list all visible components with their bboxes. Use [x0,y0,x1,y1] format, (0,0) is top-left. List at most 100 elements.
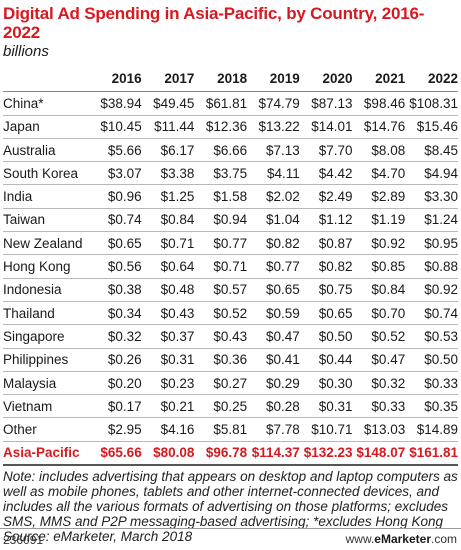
value-cell: $7.78 [247,417,300,442]
data-table: 2016 2017 2018 2019 2020 2021 2022 China* $38.9… [3,67,458,467]
row-label: China* [3,91,89,116]
value-cell: $38.94 [89,91,142,116]
value-cell: $0.84 [352,278,406,302]
value-cell: $87.13 [299,91,353,116]
value-cell: $0.71 [141,231,195,256]
value-cell: $114.37 [247,441,300,467]
header-cell-label [3,67,89,93]
chart-container: Digital Ad Spending in Asia-Pacific, by … [3,0,458,544]
total-row: Asia-Pacific $65.66 $80.08 $96.78 $114.37 $13… [3,441,458,467]
chart-note: Note: includes advertising that appears … [3,469,458,544]
value-cell: $13.22 [247,115,300,139]
value-cell: $0.31 [141,348,195,372]
value-cell: $14.89 [405,417,458,442]
row-label: Australia [3,138,89,163]
value-cell: $0.33 [352,394,406,419]
header-cell-year: 2018 [194,67,248,93]
value-cell: $0.29 [247,371,300,396]
table-body: China* $38.94 $49.45 $61.81 $74.79 $87.13 $98.… [3,91,458,467]
value-cell: $0.43 [194,324,248,349]
value-cell: $8.45 [405,138,458,163]
value-cell: $74.79 [247,91,300,116]
value-cell: $3.75 [194,161,248,186]
value-cell: $4.70 [352,161,406,186]
table-row: Philippines $0.26 $0.31 $0.36 $0.41 $0.44 $0.4… [3,348,458,372]
value-cell: $0.88 [405,254,458,279]
row-label: Vietnam [3,394,89,419]
value-cell: $1.04 [247,208,300,233]
value-cell: $2.95 [89,417,142,442]
value-cell: $0.36 [194,348,248,372]
header-cell-year: 2016 [89,67,142,93]
value-cell: $0.70 [352,301,406,326]
value-cell: $0.47 [352,348,406,372]
row-label: Thailand [3,301,89,326]
value-cell: $0.75 [299,278,353,302]
value-cell: $49.45 [141,91,195,116]
row-label: Japan [3,115,89,139]
value-cell: $4.94 [405,161,458,186]
brand-link[interactable]: www.eMarketer.com [346,532,457,546]
value-cell: $0.32 [352,371,406,396]
value-cell: $0.43 [141,301,195,326]
value-cell: $0.17 [89,394,142,419]
chart-subtitle: billions [3,43,49,60]
value-cell: $2.49 [299,184,353,209]
table-row: Vietnam $0.17 $0.21 $0.25 $0.28 $0.31 $0.33 $0.… [3,394,458,419]
value-cell: $0.34 [89,301,142,326]
value-cell: $0.85 [352,254,406,279]
note-text: Note: includes advertising that appears … [3,469,458,530]
value-cell: $5.81 [194,417,248,442]
value-cell: $0.33 [405,371,458,396]
value-cell: $0.92 [405,278,458,302]
value-cell: $0.64 [141,254,195,279]
brand-prefix: www. [345,532,375,546]
table-row: Indonesia $0.38 $0.48 $0.57 $0.65 $0.75 $0.84 $… [3,278,458,302]
row-label: Other [3,417,89,442]
value-cell: $0.77 [194,231,248,256]
value-cell: $10.71 [299,417,353,442]
value-cell: $0.47 [247,324,300,349]
value-cell: $0.37 [141,324,195,349]
value-cell: $0.50 [299,324,353,349]
table-row: Malaysia $0.20 $0.23 $0.27 $0.29 $0.30 $0.32 $0… [3,371,458,396]
value-cell: $0.82 [299,254,353,279]
table-row: Taiwan $0.74 $0.84 $0.94 $1.04 $1.12 $1.19 $1.2… [3,208,458,233]
value-cell: $0.26 [89,348,142,372]
row-label: Hong Kong [3,254,89,279]
table-row: India $0.96 $1.25 $1.58 $2.02 $2.49 $2.89 $3.30 [3,184,458,209]
value-cell: $0.27 [194,371,248,396]
value-cell: $0.65 [89,231,142,256]
value-cell: $8.08 [352,138,406,163]
row-label: Philippines [3,348,89,372]
value-cell: $1.12 [299,208,353,233]
value-cell: $0.77 [247,254,300,279]
value-cell: $0.25 [194,394,248,419]
value-cell: $2.02 [247,184,300,209]
value-cell: $1.58 [194,184,248,209]
header-cell-year: 2021 [352,67,406,93]
value-cell: $0.31 [299,394,353,419]
value-cell: $0.35 [405,394,458,419]
value-cell: $0.52 [352,324,406,349]
table-row: Thailand $0.34 $0.43 $0.52 $0.59 $0.65 $0.70 $0… [3,301,458,326]
value-cell: $0.95 [405,231,458,256]
value-cell: $1.25 [141,184,195,209]
value-cell: $0.38 [89,278,142,302]
value-cell: $0.23 [141,371,195,396]
row-label: Indonesia [3,278,89,302]
table-row: Australia $5.66 $6.17 $6.66 $7.13 $7.70 $8.08 $… [3,138,458,163]
header-cell-year: 2019 [247,67,300,93]
value-cell: $6.17 [141,138,195,163]
table-row: Singapore $0.32 $0.37 $0.43 $0.47 $0.50 $0.52 $… [3,324,458,349]
value-cell: $0.57 [194,278,248,302]
row-label: India [3,184,89,209]
value-cell: $11.44 [141,115,195,139]
header-row: 2016 2017 2018 2019 2020 2021 2022 [3,67,458,93]
value-cell: $12.36 [194,115,248,139]
row-label: Singapore [3,324,89,349]
value-cell: $1.19 [352,208,406,233]
value-cell: $148.07 [352,441,406,467]
chart-id: 236091 [3,533,44,547]
value-cell: $14.76 [352,115,406,139]
